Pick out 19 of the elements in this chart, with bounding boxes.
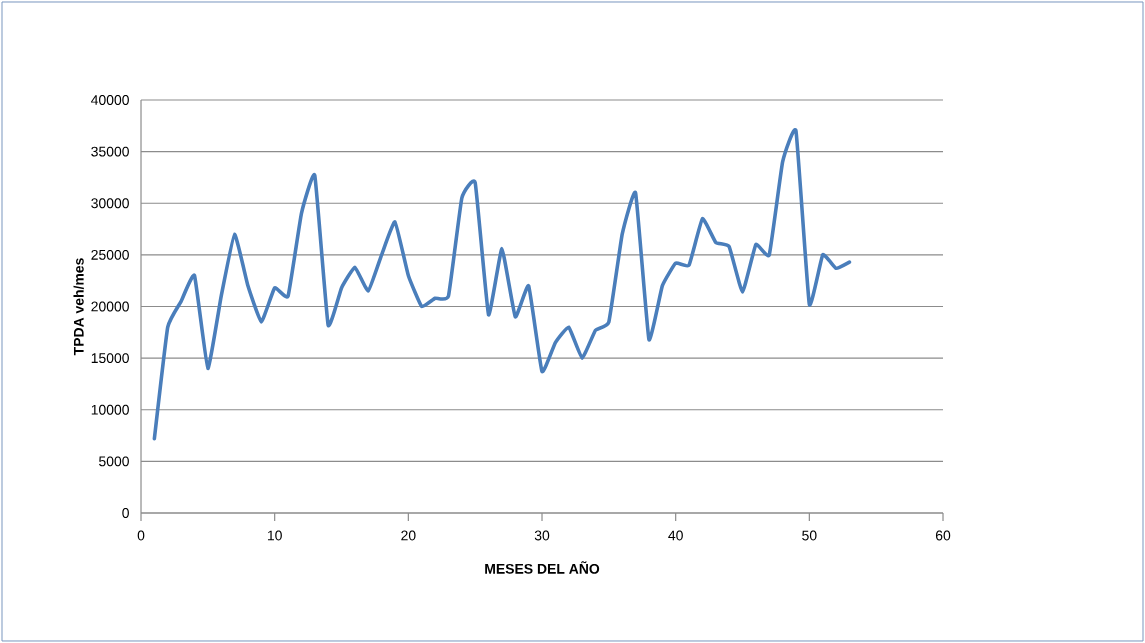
x-tick-label: 50 bbox=[802, 530, 817, 541]
y-tick-label: 30000 bbox=[91, 198, 129, 209]
y-tick-label: 25000 bbox=[91, 249, 129, 260]
x-tick-label: 30 bbox=[534, 530, 550, 541]
y-tick-label: 15000 bbox=[91, 353, 129, 364]
x-axis-title: MESES DEL AÑO bbox=[485, 561, 600, 574]
y-tick-label: 20000 bbox=[91, 301, 129, 312]
x-tick-label: 10 bbox=[267, 530, 282, 541]
line-series bbox=[152, 129, 852, 441]
x-tick-label: 0 bbox=[137, 530, 145, 541]
y-tick-label: 5000 bbox=[99, 456, 129, 467]
y-axis-title: TPDA veh/mes bbox=[73, 258, 84, 356]
y-tick-label: 35000 bbox=[91, 146, 129, 157]
y-tick-label: 10000 bbox=[91, 404, 129, 415]
y-tick-label: 40000 bbox=[91, 95, 129, 105]
x-tick-label: 60 bbox=[935, 530, 951, 541]
x-tick-label: 20 bbox=[401, 530, 416, 541]
y-tick-label: 0 bbox=[122, 508, 129, 518]
x-tick-label: 40 bbox=[668, 530, 683, 541]
